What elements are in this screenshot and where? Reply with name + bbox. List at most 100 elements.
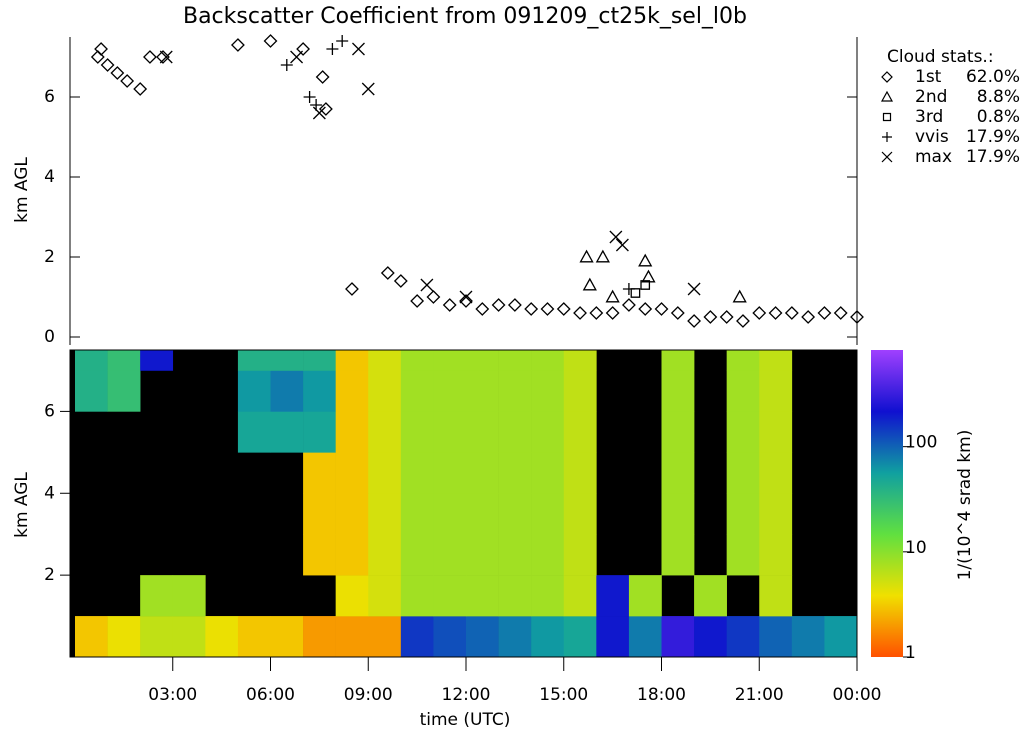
heatmap-cell [335, 370, 369, 412]
cloud-point [459, 290, 473, 304]
y-tick-label: 6 [44, 401, 55, 421]
legend-symbol [881, 151, 893, 163]
heatmap-cell [759, 370, 793, 412]
colorbar-tick-label: 10 [905, 538, 927, 558]
legend-share: 62.0% [966, 67, 1020, 87]
heatmap-cell [270, 370, 304, 412]
heatmap-cell [400, 575, 434, 617]
heatmap-cell [661, 534, 695, 576]
cloud-point [120, 74, 135, 88]
heatmap-cell [335, 493, 369, 535]
heatmap-cell [237, 370, 271, 412]
heatmap-cell [400, 452, 434, 494]
colorbar-tick-label: 1 [905, 643, 916, 663]
heatmap-cell [498, 411, 532, 453]
heatmap-cell [531, 452, 565, 494]
heatmap-cell [661, 350, 695, 371]
cloud-point [100, 58, 115, 72]
x-tick-label: 12:00 [442, 685, 491, 705]
cloud-point [670, 306, 685, 320]
cloud-point [850, 310, 864, 324]
y-tick-label: 2 [44, 565, 55, 585]
heatmap-cell [368, 350, 402, 371]
heatmap-cell [498, 616, 532, 658]
cloud-point [380, 266, 395, 280]
cloud-point [393, 274, 408, 288]
cloud-point [442, 298, 457, 312]
heatmap-cell [759, 616, 793, 658]
cloud-point [524, 302, 539, 316]
cloud-point [263, 34, 278, 48]
heatmap-cell [107, 350, 141, 371]
heatmap-cell [368, 493, 402, 535]
colorbar-label: 1/(10^4 srad km) [955, 430, 975, 581]
y-axis-label: km AGL [12, 472, 32, 538]
cloud-point [94, 42, 108, 56]
heatmap-cell [237, 411, 271, 453]
heatmap-cell [563, 534, 597, 576]
heatmap-cell [140, 575, 174, 617]
x-tick-label: 15:00 [539, 685, 588, 705]
cloud-point [605, 306, 620, 320]
heatmap-cell [400, 370, 434, 412]
y-tick-label: 4 [44, 167, 55, 187]
heatmap-cell [628, 616, 662, 658]
cloud-point [768, 306, 783, 320]
cloud-point [507, 298, 522, 312]
cloud-point [641, 269, 656, 283]
x-tick-label: 03:00 [148, 685, 197, 705]
heatmap-cell [335, 616, 369, 658]
heatmap-cell [303, 350, 336, 371]
heatmap-cell [368, 370, 402, 412]
heatmap-cell [759, 452, 793, 494]
legend-symbol [881, 71, 893, 83]
legend-name: 2nd [915, 87, 947, 107]
heatmap-cell [824, 616, 858, 658]
cloud-point [640, 280, 651, 290]
heatmap-cell [661, 452, 695, 494]
heatmap-cell [726, 534, 760, 576]
cloud-point [573, 306, 587, 320]
heatmap-cell [498, 370, 532, 412]
heatmap-cell [335, 534, 369, 576]
cloud-point [280, 59, 293, 71]
heatmap-cell [726, 350, 760, 371]
heatmap-cell [791, 616, 825, 658]
cloud-point [143, 50, 157, 64]
heatmap-cell [466, 493, 499, 535]
heatmap-cell [335, 350, 369, 371]
heatmap-cell [107, 616, 141, 658]
heatmap-cell [466, 575, 499, 617]
cloud-point [459, 294, 473, 308]
heatmap-cell [433, 575, 467, 617]
heatmap-cell [75, 370, 108, 412]
legend-share: 8.8% [977, 87, 1020, 107]
heatmap-cell [759, 534, 793, 576]
heatmap-cell [726, 616, 760, 658]
cloud-point [736, 314, 750, 328]
cloud-point [630, 288, 641, 298]
colorbar-tick-label: 100 [905, 433, 937, 453]
cloud-point [609, 230, 623, 244]
heatmap-cell [726, 493, 760, 535]
heatmap-cell [726, 411, 760, 453]
heatmap-cell [75, 350, 108, 371]
heatmap-cell [563, 493, 597, 535]
cloud-point [752, 306, 767, 320]
cloud-point [595, 249, 610, 263]
heatmap-cell [140, 350, 174, 371]
heatmap-cell [628, 575, 662, 617]
heatmap-cell [466, 370, 499, 412]
heatmap-cell [531, 616, 565, 658]
cloud-point [589, 306, 604, 320]
legend-share: 17.9% [966, 147, 1020, 167]
heatmap-cell [661, 493, 695, 535]
legend-symbol [882, 112, 892, 122]
heatmap-cell [400, 350, 434, 371]
heatmap-cell [531, 493, 565, 535]
heatmap-cell [498, 534, 532, 576]
heatmap-cell [563, 411, 597, 453]
heatmap-cell [433, 370, 467, 412]
cloud-point [621, 298, 636, 312]
plot-frame [69, 349, 858, 658]
